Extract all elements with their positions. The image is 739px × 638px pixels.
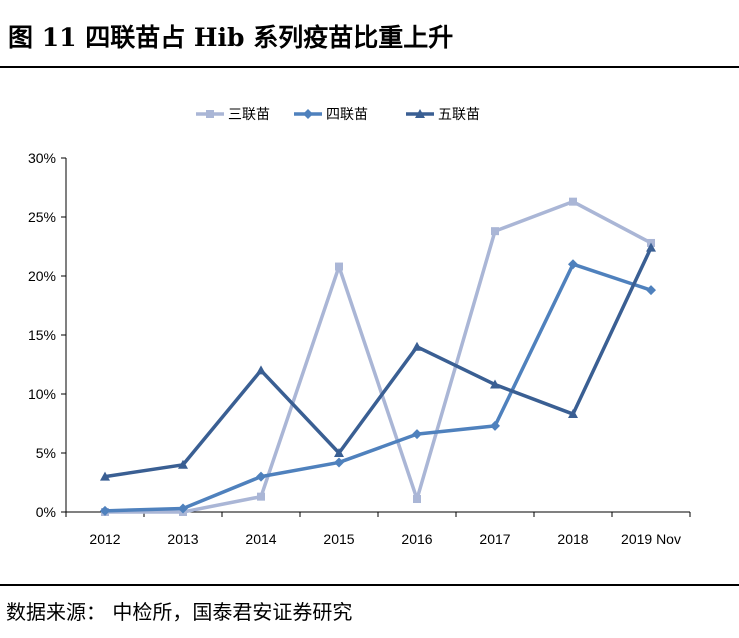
figure-title: 图 11 四联苗占 Hib 系列疫苗比重上升 xyxy=(8,23,454,52)
legend-label: 五联苗 xyxy=(438,107,480,123)
data-point xyxy=(335,262,343,271)
data-point xyxy=(100,471,110,481)
data-point xyxy=(334,448,344,457)
data-point xyxy=(491,227,499,236)
series-line xyxy=(104,246,653,479)
x-tick-label: 2017 xyxy=(479,531,510,547)
legend-label: 四联苗 xyxy=(326,107,368,123)
x-tick-label: 2014 xyxy=(245,531,276,547)
y-tick-label: 20% xyxy=(28,268,56,284)
data-point xyxy=(334,457,344,468)
series-lines xyxy=(100,197,656,516)
data-point xyxy=(412,341,422,351)
legend-marker xyxy=(415,109,425,118)
legend-label: 三联苗 xyxy=(228,107,270,123)
legend-item: 五联苗 xyxy=(406,107,480,123)
legend-item: 四联苗 xyxy=(294,107,368,123)
data-point xyxy=(256,471,266,482)
y-tick-label: 15% xyxy=(28,327,56,343)
series-3 xyxy=(100,242,656,481)
data-point xyxy=(490,379,500,389)
data-point xyxy=(100,505,110,516)
legend-item: 三联苗 xyxy=(196,107,270,123)
data-point xyxy=(413,495,421,504)
top-rule xyxy=(0,66,739,68)
x-tick-label: 2016 xyxy=(401,531,432,547)
data-point xyxy=(569,197,577,206)
y-tick-label: 25% xyxy=(28,209,56,225)
series-line xyxy=(104,262,652,513)
y-tick-label: 0% xyxy=(36,504,56,520)
data-point xyxy=(256,365,266,375)
line-chart: 三联苗 四联苗 五联苗 0% 5% 10% 15% 20% 25% 30% 2012 2013 201… xyxy=(28,107,691,547)
source-note: 数据来源： 中检所，国泰君安证券研究 xyxy=(6,600,353,624)
x-tick-label: 2018 xyxy=(557,531,588,547)
data-point xyxy=(257,492,265,501)
data-point xyxy=(646,285,656,296)
x-tick-label: 2012 xyxy=(89,531,120,547)
series-2 xyxy=(100,259,656,516)
series-line xyxy=(105,199,652,514)
bottom-rule xyxy=(0,584,739,586)
data-point xyxy=(646,242,656,252)
data-point xyxy=(178,459,188,469)
data-point xyxy=(568,259,578,270)
legend: 三联苗 四联苗 五联苗 xyxy=(196,107,480,123)
data-point xyxy=(178,503,188,514)
x-tick-label: 2019 Nov xyxy=(621,531,681,547)
y-tick-label: 30% xyxy=(28,150,56,166)
data-point xyxy=(412,429,422,440)
legend-marker xyxy=(303,109,313,119)
y-tick-label: 10% xyxy=(28,386,56,402)
data-point xyxy=(568,409,578,419)
x-tick-label: 2013 xyxy=(167,531,198,547)
legend-marker xyxy=(206,110,214,118)
x-tick-label: 2015 xyxy=(323,531,354,547)
y-tick-label: 5% xyxy=(36,445,56,461)
data-point xyxy=(490,420,500,431)
